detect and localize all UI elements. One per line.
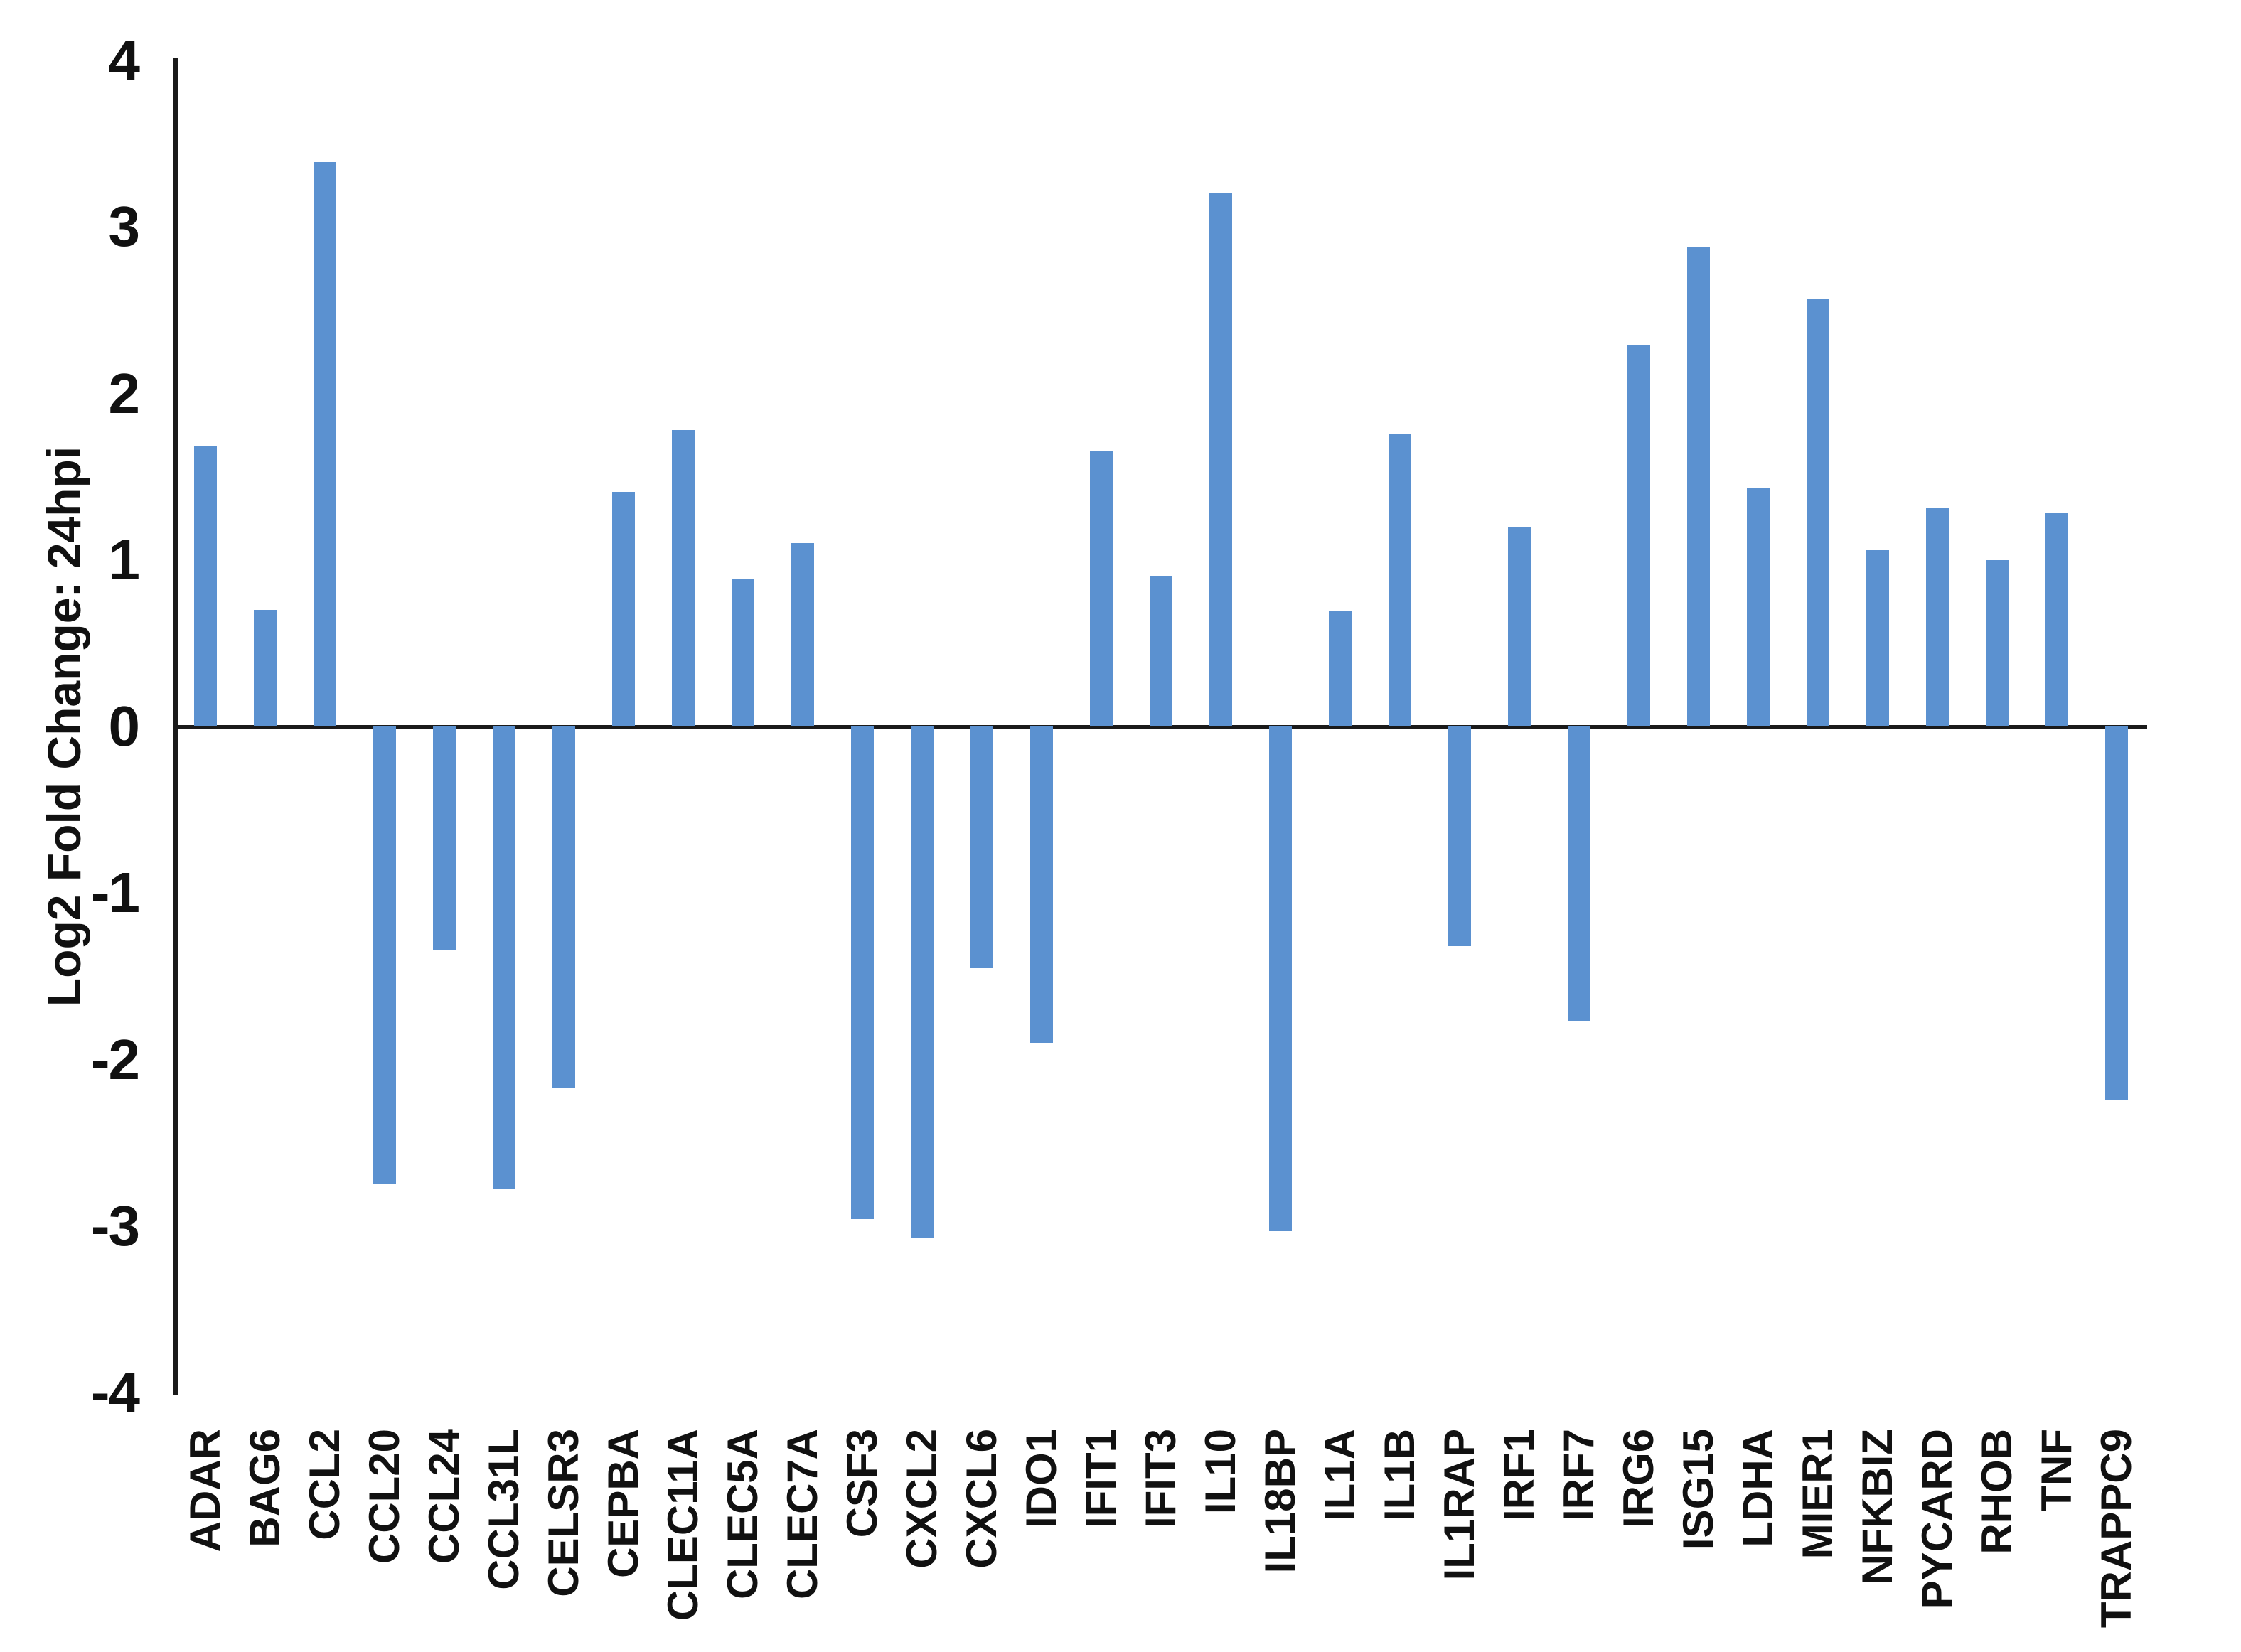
bar xyxy=(552,726,575,1088)
y-tick-label: 2 xyxy=(108,362,141,425)
bar xyxy=(373,726,396,1184)
y-tick-label: -1 xyxy=(90,861,140,924)
bar xyxy=(493,726,515,1189)
x-category-label: IL1B xyxy=(1376,1429,1423,1522)
y-axis-line xyxy=(173,58,178,1395)
y-tick-label: 0 xyxy=(108,694,141,758)
bar xyxy=(911,726,934,1238)
x-category-label: CLEC11A xyxy=(659,1429,707,1621)
x-category-label: IDO1 xyxy=(1017,1429,1065,1529)
bar xyxy=(612,492,635,726)
x-category-label: CLEC7A xyxy=(779,1429,826,1600)
bar xyxy=(1627,345,1650,726)
bar xyxy=(1986,560,2009,726)
x-category-label: TNF xyxy=(2033,1429,2080,1512)
x-category-label: IFIT1 xyxy=(1077,1429,1125,1529)
x-category-label: MIER1 xyxy=(1794,1429,1841,1560)
x-category-label: CELSR3 xyxy=(540,1429,587,1597)
bar xyxy=(1926,508,1949,726)
bar xyxy=(732,579,754,726)
bar xyxy=(1209,193,1232,726)
x-category-label: RHOB xyxy=(1973,1429,2021,1555)
x-category-label: IL10 xyxy=(1197,1429,1244,1515)
bar xyxy=(1389,434,1411,726)
x-category-label: CXCL6 xyxy=(958,1429,1005,1569)
x-category-label: IL1A xyxy=(1316,1429,1364,1522)
bar xyxy=(1329,611,1352,726)
x-category-label: IFIT3 xyxy=(1137,1429,1184,1529)
x-category-label: CCL2 xyxy=(301,1429,348,1540)
bar xyxy=(1030,726,1053,1043)
x-category-label: CCL31L xyxy=(480,1429,528,1590)
bar xyxy=(1090,451,1113,726)
bar xyxy=(254,610,277,726)
x-category-label: IRF7 xyxy=(1555,1429,1603,1522)
bar xyxy=(1807,299,1829,726)
bar xyxy=(2105,726,2128,1100)
x-axis-line xyxy=(176,725,2147,729)
y-tick-label: -3 xyxy=(90,1194,140,1257)
y-tick-label: 1 xyxy=(108,528,141,591)
x-category-label: TRAPPC9 xyxy=(2092,1429,2140,1629)
x-category-label: CXCL2 xyxy=(898,1429,946,1569)
x-category-label: IRG6 xyxy=(1615,1429,1662,1529)
bar xyxy=(433,726,456,950)
bar xyxy=(2045,513,2068,726)
x-category-label: CCL20 xyxy=(360,1429,408,1565)
x-category-label: CCL24 xyxy=(420,1429,468,1565)
y-tick-label: -2 xyxy=(90,1028,140,1091)
bar xyxy=(1269,726,1292,1231)
bar xyxy=(1866,550,1889,726)
bar xyxy=(1687,247,1710,726)
x-category-label: LDHA xyxy=(1734,1429,1782,1548)
bar xyxy=(1747,488,1770,726)
x-category-label: IL1RAP xyxy=(1435,1429,1483,1581)
bar xyxy=(791,543,814,726)
bar xyxy=(1150,576,1172,726)
x-category-label: IRF1 xyxy=(1495,1429,1543,1522)
bar xyxy=(314,162,336,726)
y-tick-label: 4 xyxy=(108,28,141,92)
bar xyxy=(1568,726,1590,1021)
bar xyxy=(1508,527,1531,726)
y-tick-label: 3 xyxy=(108,195,141,258)
x-category-label: CSF3 xyxy=(838,1429,886,1538)
bar xyxy=(970,726,993,968)
x-category-label: ISG15 xyxy=(1674,1429,1722,1550)
x-category-label: BAG6 xyxy=(241,1429,289,1548)
bar xyxy=(851,726,874,1219)
bar xyxy=(1448,726,1471,946)
x-category-label: PYCARD xyxy=(1913,1429,1961,1609)
x-category-label: CEPBA xyxy=(599,1429,647,1579)
y-tick-label: -4 xyxy=(90,1361,140,1424)
x-category-label: ADAR xyxy=(181,1429,229,1552)
x-category-label: CLEC5A xyxy=(719,1429,766,1600)
x-category-label: NFKBIZ xyxy=(1854,1429,1901,1585)
bar xyxy=(672,430,695,726)
x-category-label: IL18BP xyxy=(1256,1429,1304,1574)
bar xyxy=(194,446,217,726)
